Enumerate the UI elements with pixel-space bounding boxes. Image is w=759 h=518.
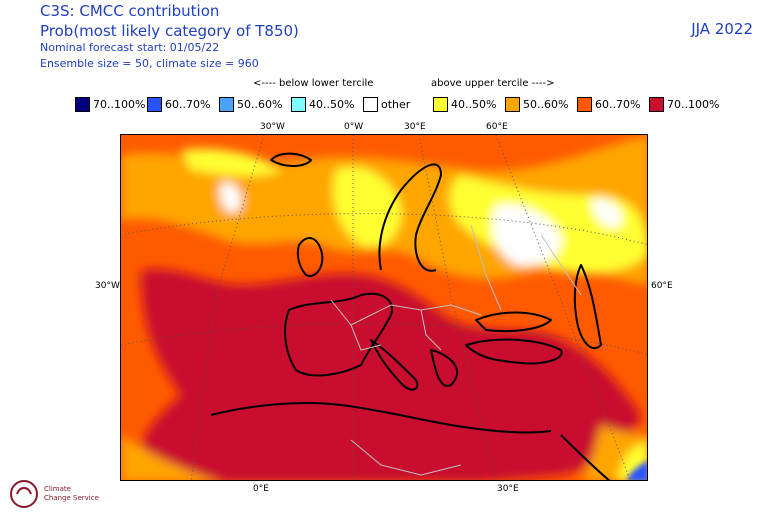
map-canvas <box>121 135 647 480</box>
field-patch-other <box>591 199 622 228</box>
legend-item: 70..100% <box>75 97 145 112</box>
legend-swatch <box>147 97 162 112</box>
field-patch-cold <box>627 461 647 480</box>
legend-label: 70..100% <box>93 98 146 111</box>
legend-label: 50..60% <box>237 98 283 111</box>
greece-coast <box>430 349 459 387</box>
turkey-coast <box>465 338 563 365</box>
legend-item: 60..70% <box>147 97 210 112</box>
legend-label: 40..50% <box>309 98 355 111</box>
red-sea-coast <box>560 434 611 480</box>
logo-text-2: Change Service <box>44 494 99 502</box>
above-tercile-label: above upper tercile ----> <box>431 78 555 89</box>
border-line <box>350 324 382 351</box>
color-legend: 70..100% 60..70% 50..60% 40..50% other 4… <box>75 97 735 115</box>
field-patch-40-50 <box>333 166 402 248</box>
left-tick-label: 30°W <box>95 281 120 291</box>
legend-swatch <box>577 97 592 112</box>
bottom-tick-label: 30°E <box>497 484 519 494</box>
forecast-start: Nominal forecast start: 01/05/22 <box>40 41 220 54</box>
border-line <box>350 439 462 476</box>
below-tercile-label: <---- below lower tercile <box>253 78 374 89</box>
legend-label: 50..60% <box>523 98 569 111</box>
field-region-70-100 <box>161 385 231 465</box>
legend-item: 50..60% <box>505 97 568 112</box>
field-band-50-60 <box>121 435 215 480</box>
iceland-coast <box>270 152 312 167</box>
legend-swatch <box>291 97 306 112</box>
title-line-2: Prob(most likely category of T850) <box>40 22 299 40</box>
legend-swatch <box>219 97 234 112</box>
parallel-line <box>121 213 647 246</box>
legend-item: 40..50% <box>433 97 496 112</box>
c3s-logo: Climate Change Service <box>6 474 116 514</box>
legend-label: 60..70% <box>595 98 641 111</box>
ensemble-size: Ensemble size = 50, climate size = 960 <box>40 57 259 70</box>
logo-arc-icon <box>16 487 32 495</box>
legend-item: 70..100% <box>649 97 719 112</box>
right-tick-label: 60°E <box>651 281 673 291</box>
legend-swatch <box>505 97 520 112</box>
black-sea-coast <box>475 311 552 333</box>
legend-label: other <box>381 98 411 111</box>
italy-coast <box>370 339 419 391</box>
legend-swatch <box>75 97 90 112</box>
logo-mark: Climate Change Service <box>10 480 99 508</box>
top-tick-label: 30°E <box>404 122 426 132</box>
field-region-70-100 <box>139 269 641 480</box>
probability-map <box>120 134 648 481</box>
field-patch-other <box>220 182 242 213</box>
field-patch-other <box>492 204 562 266</box>
north-africa-coast <box>210 402 552 434</box>
season-label: JJA 2022 <box>691 20 753 38</box>
legend-label: 70..100% <box>667 98 720 111</box>
logo-ring-icon <box>10 480 38 508</box>
top-tick-label: 30°W <box>260 122 285 132</box>
country-borders <box>330 224 582 476</box>
logo-text-1: Climate <box>44 485 71 493</box>
caspian-coast <box>573 264 602 350</box>
british-isles-coast <box>296 237 324 277</box>
title-line-1: C3S: CMCC contribution <box>40 2 220 20</box>
legend-swatch <box>363 97 378 112</box>
border-line <box>540 234 582 296</box>
legend-item: 60..70% <box>577 97 640 112</box>
coastlines <box>210 152 611 480</box>
legend-item: 50..60% <box>219 97 282 112</box>
top-tick-label: 60°E <box>486 122 508 132</box>
legend-item: 40..50% <box>291 97 354 112</box>
meridian-line <box>190 135 265 480</box>
bottom-tick-label: 0°E <box>253 484 269 494</box>
legend-swatch <box>433 97 448 112</box>
border-line <box>420 309 442 351</box>
field-patch-40-50 <box>181 148 281 176</box>
border-line <box>470 224 502 311</box>
legend-label: 40..50% <box>451 98 497 111</box>
top-tick-label: 0°W <box>344 122 364 132</box>
legend-label: 60..70% <box>165 98 211 111</box>
legend-item: other <box>363 97 410 112</box>
legend-swatch <box>649 97 664 112</box>
scandinavia-coast <box>378 163 442 272</box>
